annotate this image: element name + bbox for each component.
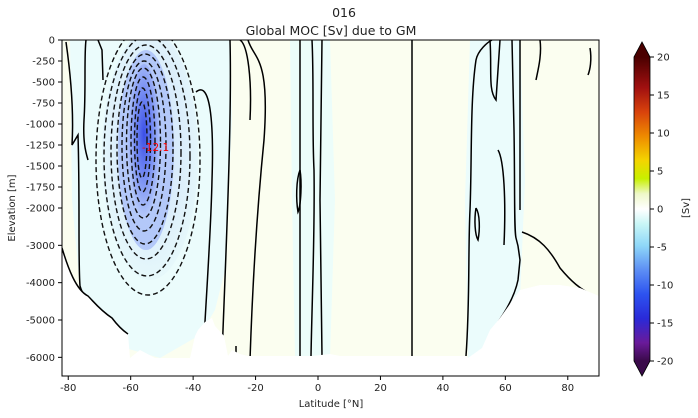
colorbar-tick-label: 15 [657,91,670,102]
x-axis-label: Latitude [°N] [299,399,364,410]
colorbar-tick-label: -5 [657,243,667,254]
colorbar-tick-label: 5 [657,167,663,178]
bathymetry [62,248,599,376]
y-axis: 0 -250 -500 -750 -1000 -1250 -1500 -1750 -2000 -3… [26,36,62,364]
x-tick-label: 80 [561,383,574,394]
y-tick-label: -4000 [26,278,55,289]
y-tick-label: -1750 [26,183,55,194]
x-tick-label: 40 [437,383,450,394]
bathymetry-outline [62,247,129,335]
colorbar-tick-label: -15 [657,319,673,330]
negative-cell-core [128,64,160,220]
chart-title-line2: Global MOC [Sv] due to GM [246,23,417,38]
colorbar-tick-label: -10 [657,281,673,292]
x-tick-label: 0 [315,383,321,394]
y-tick-label: -6000 [26,353,55,364]
y-tick-label: -750 [32,99,55,110]
colorbar-body [634,57,650,361]
x-tick-label: 20 [374,383,387,394]
colorbar-tick-label: 20 [657,53,670,64]
y-tick-label: -500 [32,78,55,89]
y-axis-label: Elevation [m] [7,174,18,241]
colorbar-extend-bottom [634,361,650,376]
weak-negative-region-north [465,40,525,358]
plot-area [62,40,599,376]
y-tick-label: -2000 [26,204,55,215]
colorbar-tick-label: 0 [657,205,663,216]
colorbar-extend-top [634,42,650,57]
y-tick-label: -1000 [26,120,55,131]
x-axis: -80 -60 -40 -20 0 20 40 60 80 [60,376,574,394]
min-value-label: -12.1 [142,142,169,154]
y-tick-label: -250 [32,57,55,68]
y-tick-label: -3000 [26,241,55,252]
colorbar-label: [Sv] [681,198,692,218]
colorbar-tick-label: -20 [657,357,673,368]
x-tick-label: 60 [499,383,512,394]
colorbar-tick-label: 10 [657,129,670,140]
colorbar: 20 15 10 5 0 -5 -10 -15 -20 [633,41,673,377]
x-tick-label: -80 [60,383,76,394]
y-tick-label: -1500 [26,162,55,173]
y-tick-label: -5000 [26,316,55,327]
y-tick-label: -1250 [26,141,55,152]
negative-contours [95,40,201,296]
colorbar-ticks: 20 15 10 5 0 -5 -10 -15 -20 [650,53,673,368]
x-tick-label: -40 [185,383,201,394]
y-tick-label: 0 [49,36,55,47]
x-tick-label: -60 [123,383,139,394]
weak-negative-region-equatorial [290,40,335,358]
chart-title-line1: 016 [332,5,356,20]
x-tick-label: -20 [247,383,263,394]
